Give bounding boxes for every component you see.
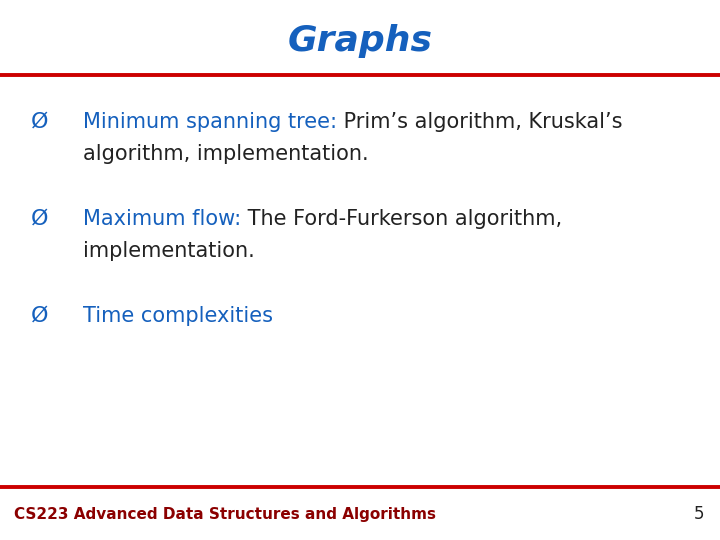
Text: Ø: Ø <box>31 208 48 229</box>
Text: Ø: Ø <box>31 306 48 326</box>
Text: implementation.: implementation. <box>83 241 255 261</box>
Text: 5: 5 <box>693 505 704 523</box>
Text: Minimum spanning tree:: Minimum spanning tree: <box>83 111 337 132</box>
Text: Maximum flow:: Maximum flow: <box>83 208 241 229</box>
Text: CS223 Advanced Data Structures and Algorithms: CS223 Advanced Data Structures and Algor… <box>14 507 436 522</box>
Text: Ø: Ø <box>31 111 48 132</box>
Text: Graphs: Graphs <box>287 24 433 57</box>
Text: The Ford-Furkerson algorithm,: The Ford-Furkerson algorithm, <box>241 208 562 229</box>
Text: algorithm, implementation.: algorithm, implementation. <box>83 144 369 164</box>
Text: Prim’s algorithm, Kruskal’s: Prim’s algorithm, Kruskal’s <box>337 111 622 132</box>
Text: Time complexities: Time complexities <box>83 306 273 326</box>
